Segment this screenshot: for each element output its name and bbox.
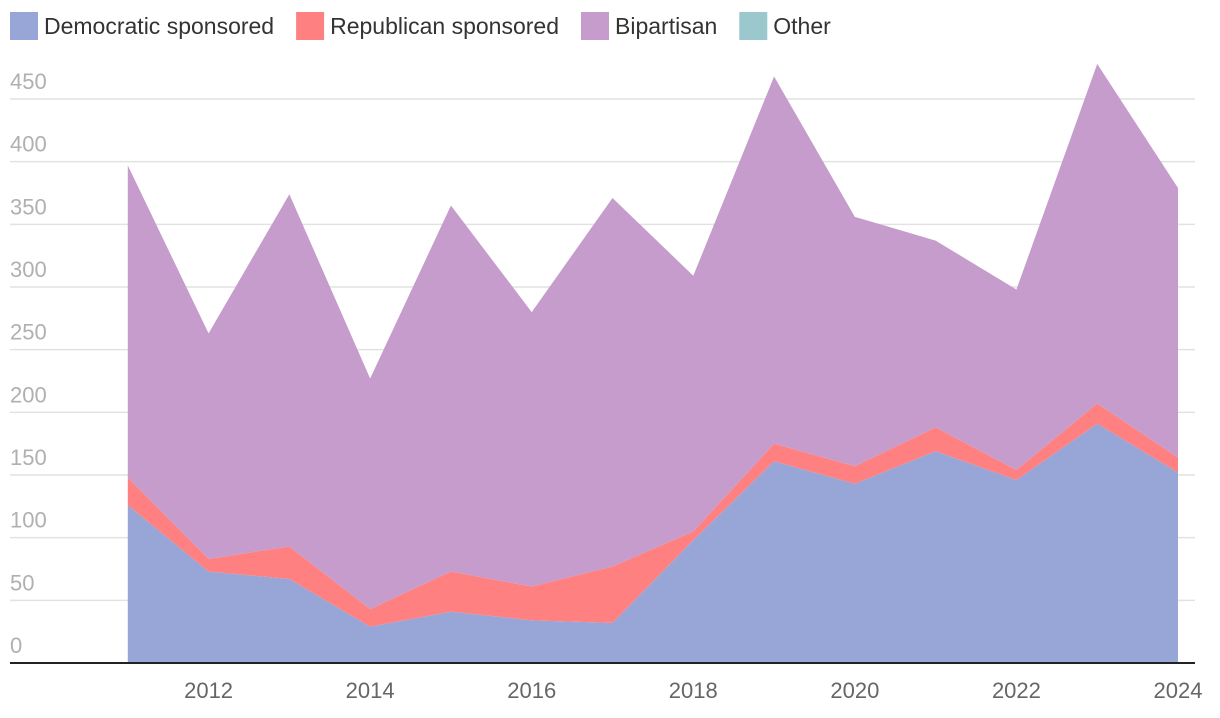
x-tick-label: 2014	[346, 678, 395, 703]
y-tick-label: 150	[10, 445, 47, 470]
x-tick-label: 2012	[184, 678, 233, 703]
legend-swatch	[739, 12, 768, 40]
y-tick-label: 250	[10, 320, 47, 345]
area	[127, 403, 1178, 627]
y-tick-label: 100	[10, 508, 47, 533]
legend: Democratic sponsored Republican sponsored…	[10, 12, 831, 40]
area	[127, 423, 1178, 663]
y-tick-label: 450	[10, 69, 47, 94]
x-tick-label: 2022	[992, 678, 1041, 703]
legend-swatch	[10, 12, 38, 40]
legend-swatch	[581, 12, 609, 40]
area	[127, 63, 1178, 610]
legend-label: Democratic sponsored	[44, 13, 274, 39]
y-tick-label: 0	[10, 633, 22, 658]
y-tick-label: 400	[10, 132, 47, 157]
y-tick-label: 200	[10, 382, 47, 407]
x-tick-label: 2016	[507, 678, 556, 703]
legend-label: Other	[773, 13, 831, 39]
y-tick-label: 300	[10, 257, 47, 282]
y-tick-label: 350	[10, 194, 47, 219]
plot-area	[127, 63, 1178, 663]
x-tick-label: 2020	[830, 678, 879, 703]
legend-swatch	[296, 12, 325, 40]
legend-label: Republican sponsored	[330, 13, 559, 39]
labels: 0 50 100 150 200 250 300 350 400 450 2012 2014 2016 2…	[10, 69, 1202, 703]
y-tick-label: 50	[10, 570, 34, 595]
x-tick-label: 2024	[1154, 678, 1203, 703]
legend-label: Bipartisan	[615, 13, 717, 39]
x-tick-label: 2018	[669, 678, 718, 703]
